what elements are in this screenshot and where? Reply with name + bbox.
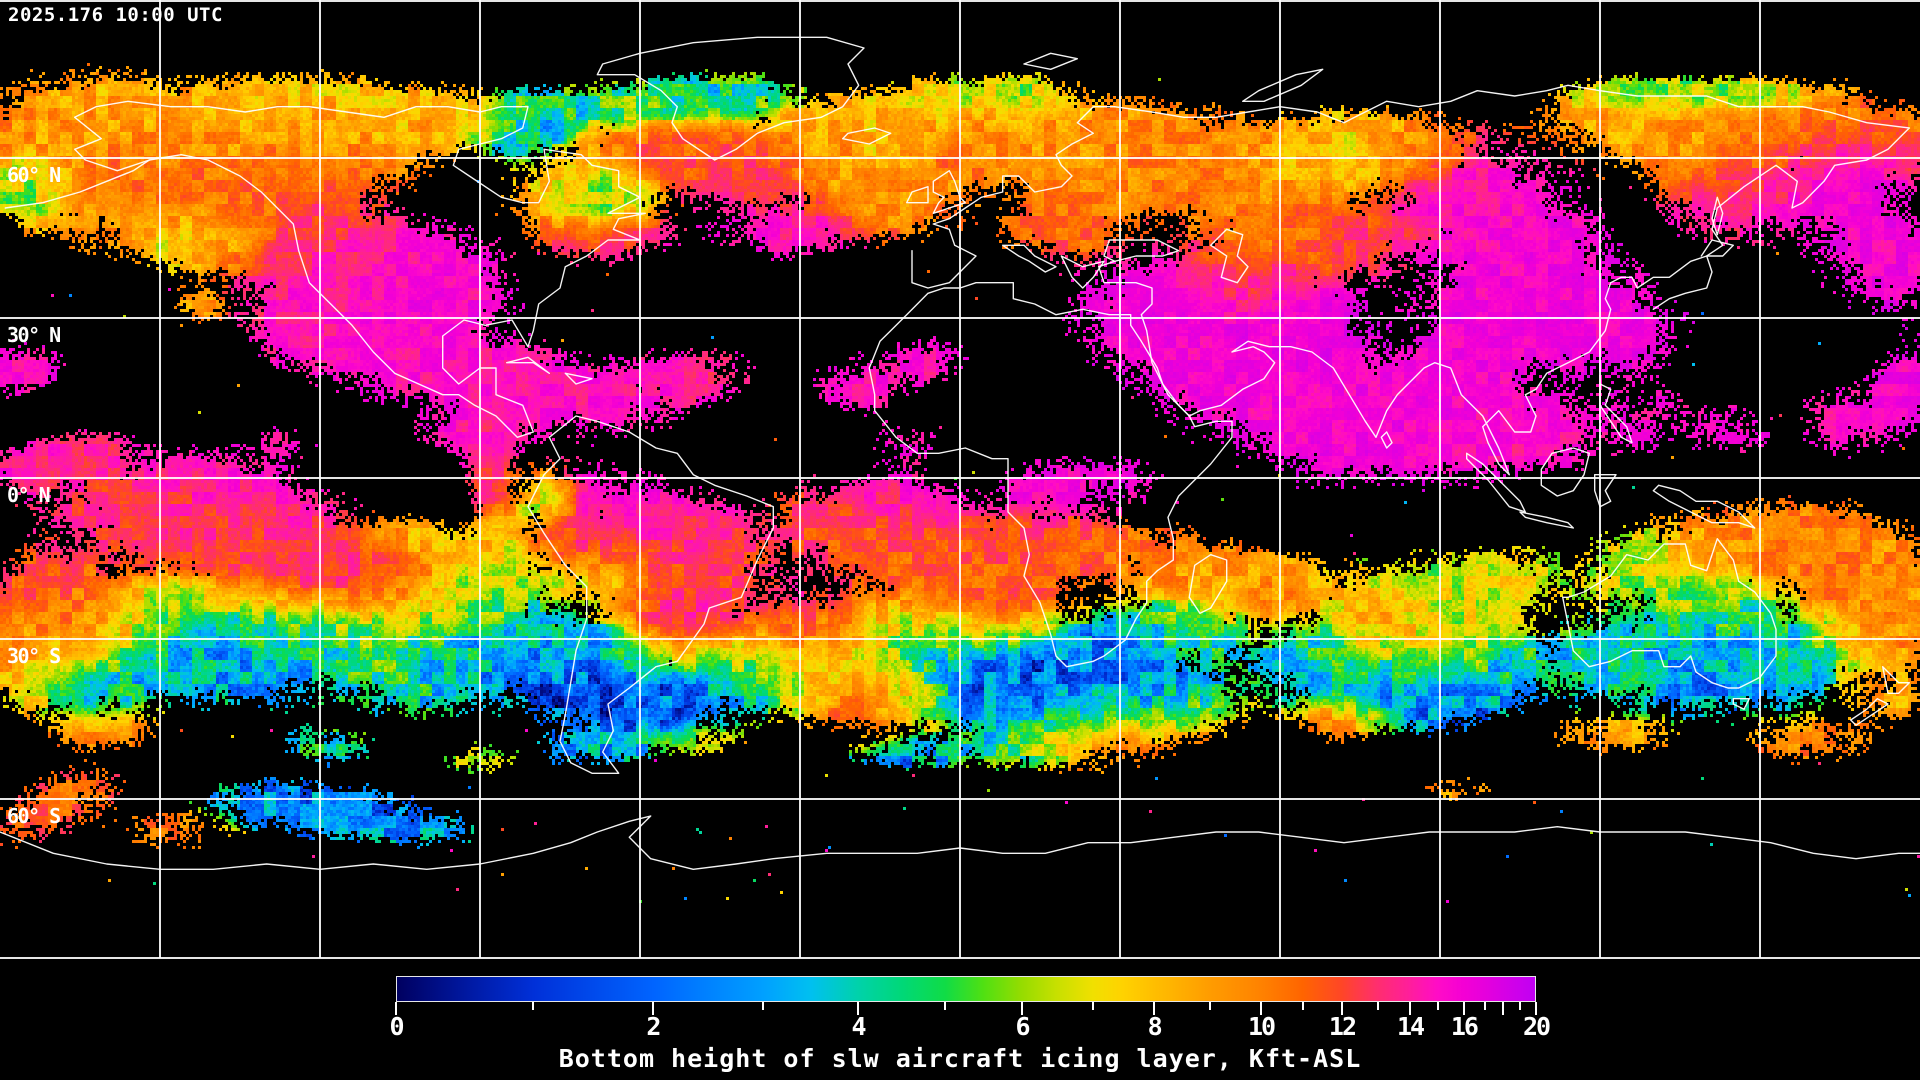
colorbar-tick-label: 12	[1328, 1012, 1357, 1041]
coastline-nz-south	[1849, 698, 1889, 726]
coastline-greenland	[596, 36, 865, 161]
latitude-label: 30° N	[7, 323, 61, 347]
colorbar-tick-label: 10	[1247, 1012, 1276, 1041]
gridlines	[0, 0, 1920, 959]
colorbar-tick-label: 8	[1147, 1012, 1163, 1041]
coastline-africa	[868, 282, 1233, 668]
colorbar-tick	[1483, 1002, 1486, 1010]
coastline-aleutians	[4, 159, 151, 209]
coastline-sumatra	[1465, 452, 1527, 513]
colorbar-tick-label: 2	[646, 1012, 661, 1041]
coastline-asia	[1097, 84, 1911, 476]
coastline-greece	[1060, 255, 1105, 289]
colorbar-gradient	[396, 976, 1536, 1002]
colorbar-tick	[1436, 1002, 1439, 1010]
colorbar-tick-label: 20	[1522, 1012, 1551, 1041]
coastline-sakhalin	[1711, 196, 1724, 236]
colorbar-tick	[762, 1002, 765, 1010]
colorbar-tick-label: 4	[851, 1012, 867, 1041]
colorbar-tick	[1302, 1002, 1305, 1010]
coastline-south-america	[527, 415, 774, 774]
colorbar-tick	[1409, 1002, 1412, 1015]
coastline-svalbard	[1023, 52, 1079, 71]
coastline-philippines	[1599, 383, 1633, 444]
coastlines	[0, 36, 1920, 870]
colorbar-tick-label: 0	[389, 1012, 404, 1041]
coastline-cuba	[506, 356, 550, 374]
coastline-nz-north	[1881, 666, 1911, 694]
colorbar-tick	[1535, 1002, 1537, 1015]
coastline-japan	[1652, 239, 1735, 310]
colorbar-tick	[1260, 1002, 1263, 1015]
colorbar-tick	[1462, 1002, 1465, 1015]
colorbar-tick	[1340, 1002, 1343, 1015]
coastline-north-america	[73, 100, 646, 438]
colorbar: 0 2 4 6 8 10 12 14 16 20	[389, 976, 1551, 1046]
colorbar-tick-label: 16	[1450, 1012, 1479, 1041]
coastline-uk	[932, 169, 966, 215]
latitude-label: 60° N	[7, 163, 61, 187]
colorbar-tick	[857, 1002, 860, 1015]
colorbar-tick	[1376, 1002, 1379, 1010]
map-overlay	[0, 0, 1920, 959]
colorbar-caption: Bottom height of slw aircraft icing laye…	[558, 1044, 1362, 1073]
coastline-iceland	[842, 127, 892, 145]
coastline-australia	[1561, 538, 1777, 689]
coastline-black-sea	[1103, 239, 1180, 262]
colorbar-tick-label: 14	[1396, 1012, 1425, 1041]
colorbar-tick	[1519, 1002, 1522, 1010]
latitude-label: 0° N	[7, 483, 51, 507]
coastline-ireland	[906, 185, 929, 204]
colorbar-tick	[1153, 1002, 1156, 1015]
latitude-label: 30° S	[7, 644, 61, 668]
colorbar-tick	[1091, 1002, 1094, 1010]
colorbar-tick	[395, 1002, 397, 1015]
colorbar-tick	[651, 1002, 654, 1015]
coastline-new-guinea	[1652, 484, 1756, 529]
coastline-caspian-sea	[1209, 228, 1249, 284]
coastline-antarctica	[0, 815, 1920, 870]
timestamp: 2025.176 10:00 UTC	[8, 4, 223, 26]
coastline-java	[1519, 511, 1575, 529]
coastline-tasmania	[1732, 698, 1751, 710]
latitude-label: 60° S	[7, 804, 61, 828]
coastline-novaya-zemlya	[1241, 68, 1324, 103]
colorbar-tick-label: 6	[1015, 1012, 1030, 1041]
coastline-madagascar	[1188, 554, 1228, 614]
coastline-italy	[1002, 244, 1057, 273]
colorbar-tick	[1501, 1002, 1504, 1015]
colorbar-tick	[531, 1002, 534, 1010]
coastline-sulawesi	[1593, 474, 1617, 508]
coastline-sri-lanka	[1380, 431, 1393, 449]
coastline-borneo	[1540, 447, 1591, 497]
colorbar-tick	[944, 1002, 947, 1010]
coastline-west-europe	[911, 105, 1116, 289]
colorbar-tick	[1020, 1002, 1023, 1015]
coastline-hispaniola	[564, 372, 593, 385]
colorbar-tick	[1208, 1002, 1211, 1010]
